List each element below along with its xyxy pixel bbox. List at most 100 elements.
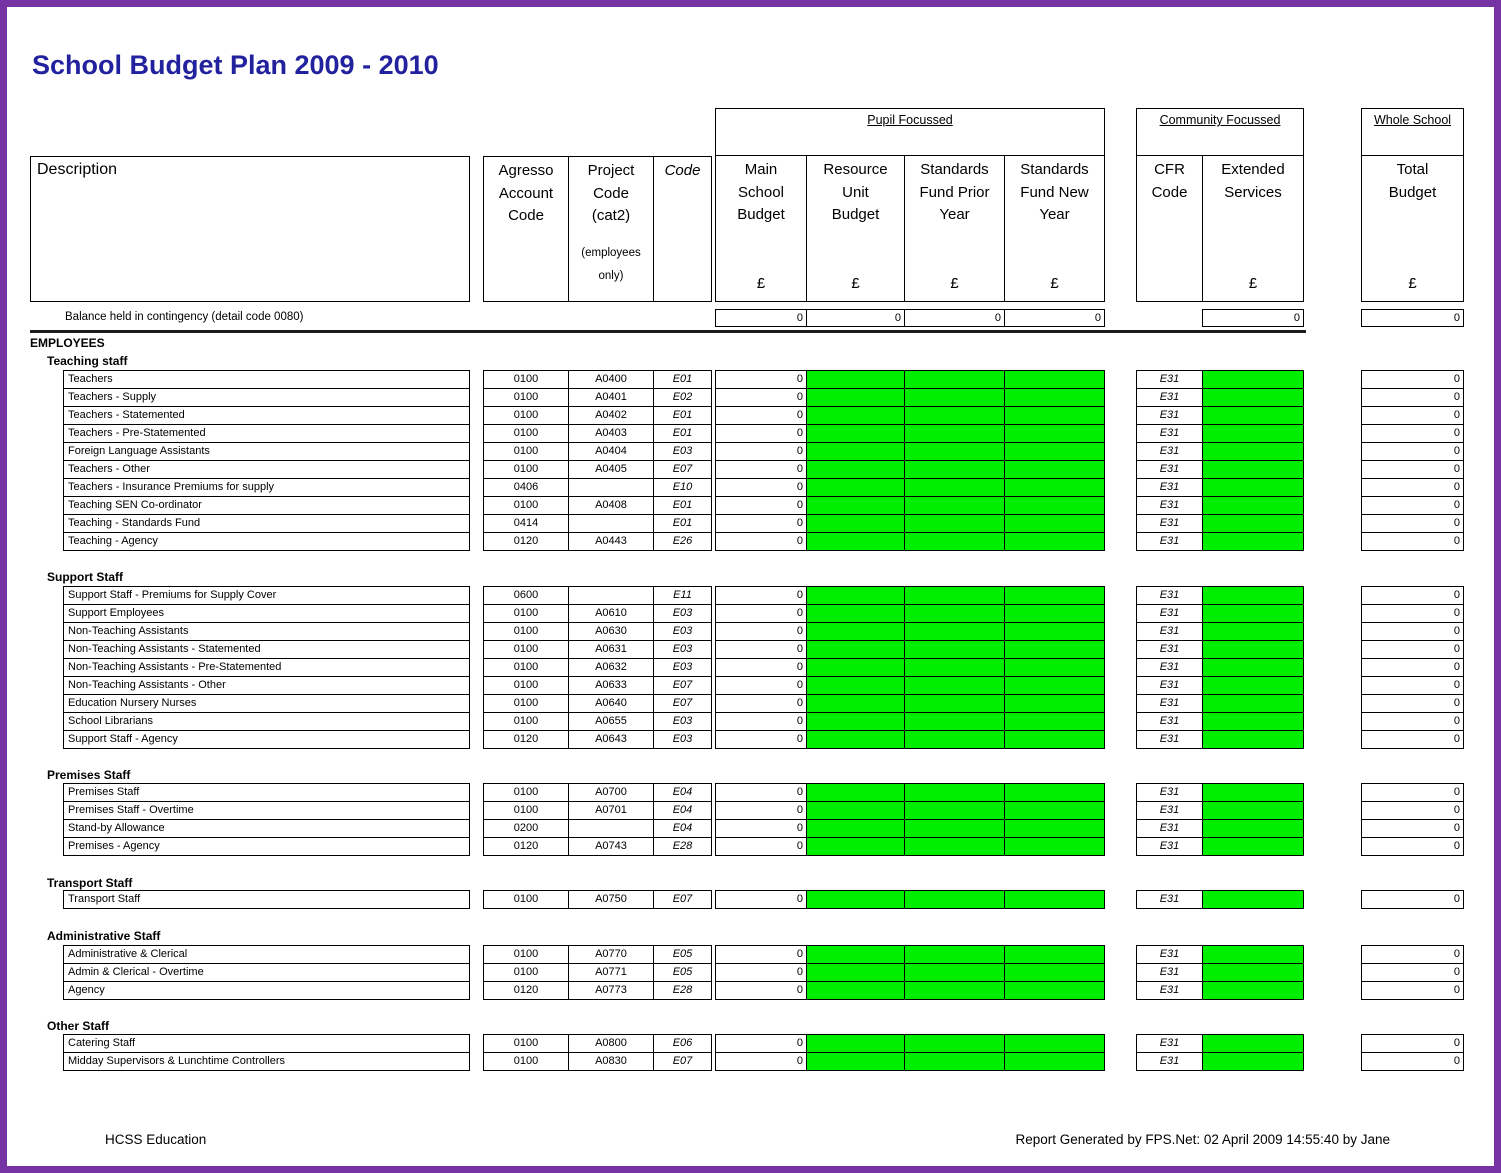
pupil-focussed-group: Pupil Focussed Main School Budget £ Reso… [715, 108, 1105, 302]
agresso-code-cell: 0100 [484, 497, 569, 514]
code-cell: E01 [672, 427, 693, 439]
section-heading: Transport Staff [47, 876, 133, 890]
table-row: 0100 A0701 E04 [484, 802, 711, 820]
description-cell: Non-Teaching Assistants - Pre-Statemente… [68, 661, 282, 673]
cfr-code-cell: E31 [1137, 784, 1203, 801]
table-row: 0 [1362, 820, 1463, 838]
cfr-code-cell: E31 [1137, 713, 1203, 730]
community-focussed-group: Community Focussed CFR Code Extended Ser… [1136, 108, 1304, 302]
code-cell: E28 [672, 840, 693, 852]
standards-fund-new-cell [1005, 407, 1104, 424]
cfr-table: E31 E31 [1136, 1034, 1304, 1071]
description-table: Teachers Teachers - Supply Teachers - Stat… [63, 370, 470, 551]
extended-services-cell [1203, 587, 1303, 604]
table-row: 0 [1362, 946, 1463, 964]
standards-fund-new-cell [1005, 641, 1104, 658]
description-table: Catering Staff Midday Supervisors & Lunch… [63, 1034, 470, 1071]
cfr-code-cell: E31 [1137, 479, 1203, 496]
extended-services-cell [1203, 838, 1303, 855]
main-budget-cell: 0 [716, 1035, 807, 1052]
main-budget-cell: 0 [716, 587, 807, 604]
balance-pupil-boxes: 0 0 0 0 [715, 309, 1105, 327]
main-budget-cell: 0 [716, 982, 807, 999]
table-row: E31 [1137, 587, 1303, 605]
agresso-code-cell: 0600 [484, 587, 569, 604]
standards-fund-new-cell [1005, 820, 1104, 837]
project-code-cell: A0630 [569, 623, 654, 640]
standards-fund-new-cell [1005, 695, 1104, 712]
standards-fund-prior-cell [905, 515, 1005, 532]
section-heading: Support Staff [47, 570, 123, 584]
table-row: 0 [1362, 371, 1463, 389]
total-budget-cell: 0 [1453, 1037, 1460, 1049]
cfr-code-cell: E31 [1137, 820, 1203, 837]
table-row: E31 [1137, 623, 1303, 641]
project-code-cell: A0750 [569, 891, 654, 908]
cfr-code-cell: E31 [1137, 1035, 1203, 1052]
table-row: 0120 A0443 E26 [484, 533, 711, 550]
extended-services-cell [1203, 461, 1303, 478]
table-row: 0 [1362, 425, 1463, 443]
description-table: Transport Staff [63, 890, 470, 909]
table-row: 0 [1362, 838, 1463, 855]
cfr-table: E31 E31 E31 [1136, 945, 1304, 1000]
resource-budget-cell [807, 389, 905, 406]
main-budget-cell: 0 [716, 802, 807, 819]
code-cell: E28 [672, 984, 693, 996]
standards-fund-prior-cell [905, 1053, 1005, 1070]
description-cell: Teachers - Supply [68, 391, 157, 403]
main-budget-cell: 0 [716, 838, 807, 855]
main-budget-cell: 0 [716, 641, 807, 658]
table-row: 0120 A0773 E28 [484, 982, 711, 999]
currency-symbol: £ [1408, 274, 1417, 292]
main-budget-cell: 0 [716, 891, 807, 908]
agresso-code-cell: 0100 [484, 891, 569, 908]
standards-fund-prior-cell [905, 659, 1005, 676]
standards-fund-prior-cell [905, 461, 1005, 478]
standards-fund-new-cell [1005, 533, 1104, 550]
standards-fund-prior-cell [905, 695, 1005, 712]
cfr-code-cell: E31 [1137, 587, 1203, 604]
table-row: Support Staff - Agency [64, 731, 469, 748]
table-row: E31 [1137, 946, 1303, 964]
table-row: 0 [1362, 784, 1463, 802]
resource-budget-cell [807, 820, 905, 837]
table-row: 0 [1362, 407, 1463, 425]
total-budget-table: 0 0 0 0 [1361, 783, 1464, 856]
table-row: 0100 A0700 E04 [484, 784, 711, 802]
agresso-code-cell: 0100 [484, 1053, 569, 1070]
description-header-box: Description [30, 156, 470, 302]
standards-fund-new-cell [1005, 659, 1104, 676]
codes-table: 0100 A0750 E07 [483, 890, 712, 909]
main-budget-cell: 0 [716, 443, 807, 460]
resource-budget-cell [807, 838, 905, 855]
main-budget-cell: 0 [716, 461, 807, 478]
table-row: 0 [1362, 982, 1463, 999]
table-row: Stand-by Allowance [64, 820, 469, 838]
code-cell: E03 [672, 445, 693, 457]
total-budget-cell: 0 [1453, 481, 1460, 493]
table-row: 0120 A0743 E28 [484, 838, 711, 855]
section-heading: Other Staff [47, 1019, 110, 1033]
table-row: 0 [1362, 515, 1463, 533]
total-budget-cell: 0 [1453, 427, 1460, 439]
table-row: 0 [716, 371, 1104, 389]
extended-services-cell [1203, 497, 1303, 514]
resource-budget-cell [807, 479, 905, 496]
employees-heading: EMPLOYEES [30, 336, 105, 350]
table-row: 0 [1362, 891, 1463, 908]
table-row: E31 [1137, 1035, 1303, 1053]
total-budget-cell: 0 [1453, 948, 1460, 960]
main-budget-cell: 0 [716, 1053, 807, 1070]
standards-fund-prior-cell [905, 443, 1005, 460]
description-cell: School Librarians [68, 715, 153, 727]
standards-fund-prior-cell [905, 407, 1005, 424]
total-budget-cell: 0 [1453, 625, 1460, 637]
code-cell: E03 [672, 733, 693, 745]
section-divider-line [30, 330, 1306, 333]
code-cell: E01 [672, 409, 693, 421]
project-code-cell: A0443 [569, 533, 654, 550]
table-row: 0100 A0405 E07 [484, 461, 711, 479]
standards-fund-new-cell [1005, 784, 1104, 801]
codes-table: 0600 E11 0100 A0610 E03 0100 A0630 E03 0100 A0631… [483, 586, 712, 749]
